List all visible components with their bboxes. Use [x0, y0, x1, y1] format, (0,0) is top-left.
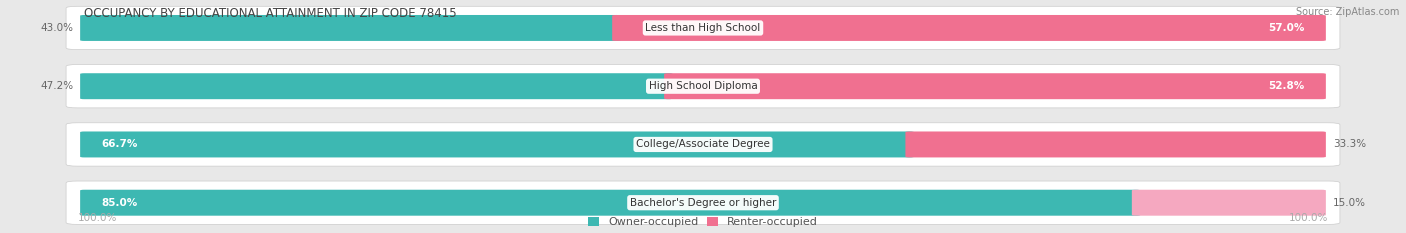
FancyBboxPatch shape: [66, 6, 1340, 50]
Text: 66.7%: 66.7%: [101, 140, 138, 149]
Text: 85.0%: 85.0%: [101, 198, 138, 208]
Text: 100.0%: 100.0%: [77, 213, 117, 223]
FancyBboxPatch shape: [66, 181, 1340, 224]
Text: Bachelor's Degree or higher: Bachelor's Degree or higher: [630, 198, 776, 208]
FancyBboxPatch shape: [664, 73, 1326, 99]
FancyBboxPatch shape: [905, 131, 1326, 158]
Text: 33.3%: 33.3%: [1333, 140, 1367, 149]
FancyBboxPatch shape: [1132, 190, 1326, 216]
Text: Source: ZipAtlas.com: Source: ZipAtlas.com: [1295, 7, 1399, 17]
FancyBboxPatch shape: [80, 131, 914, 158]
FancyBboxPatch shape: [80, 15, 620, 41]
Text: High School Diploma: High School Diploma: [648, 81, 758, 91]
FancyBboxPatch shape: [66, 123, 1340, 166]
FancyBboxPatch shape: [80, 73, 672, 99]
Text: College/Associate Degree: College/Associate Degree: [636, 140, 770, 149]
Text: 52.8%: 52.8%: [1268, 81, 1305, 91]
FancyBboxPatch shape: [80, 190, 1140, 216]
Text: 43.0%: 43.0%: [41, 23, 73, 33]
Text: Less than High School: Less than High School: [645, 23, 761, 33]
Text: OCCUPANCY BY EDUCATIONAL ATTAINMENT IN ZIP CODE 78415: OCCUPANCY BY EDUCATIONAL ATTAINMENT IN Z…: [84, 7, 457, 20]
Text: 57.0%: 57.0%: [1268, 23, 1305, 33]
Text: 47.2%: 47.2%: [39, 81, 73, 91]
FancyBboxPatch shape: [612, 15, 1326, 41]
Text: 100.0%: 100.0%: [1289, 213, 1329, 223]
Legend: Owner-occupied, Renter-occupied: Owner-occupied, Renter-occupied: [588, 217, 818, 227]
Text: 15.0%: 15.0%: [1333, 198, 1365, 208]
FancyBboxPatch shape: [66, 65, 1340, 108]
